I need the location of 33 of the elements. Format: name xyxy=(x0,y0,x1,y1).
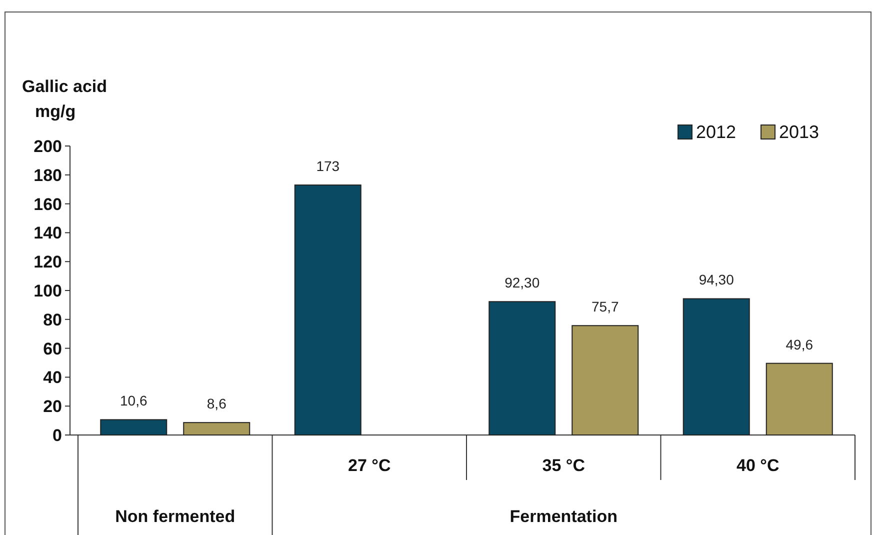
y-tick-label: 120 xyxy=(34,252,62,272)
data-label: 10,6 xyxy=(120,392,148,409)
data-label: 94,30 xyxy=(698,272,734,288)
data-label: 173 xyxy=(316,158,340,174)
bar xyxy=(572,325,639,436)
y-tick-label: 100 xyxy=(34,281,62,300)
bar xyxy=(766,362,833,436)
data-label: 8,6 xyxy=(206,396,227,412)
y-tick-label: 60 xyxy=(43,339,62,358)
bar xyxy=(100,419,168,436)
y-tick-label: 80 xyxy=(43,310,62,330)
bar xyxy=(183,422,250,436)
legend-label: 2013 xyxy=(779,122,820,142)
bar xyxy=(294,184,362,436)
y-tick-label: 200 xyxy=(34,136,62,156)
y-tick-label: 40 xyxy=(43,368,62,388)
x-tick-label: 27 °C xyxy=(348,456,391,475)
y-tick-label: 140 xyxy=(34,224,62,243)
data-label: 49,6 xyxy=(786,336,814,352)
text: Non fermented xyxy=(115,507,236,526)
data-label: 92,30 xyxy=(504,274,540,291)
x-tick-label: 35 °C xyxy=(542,456,585,475)
bar xyxy=(682,298,750,436)
x-tick-label: 40 °C xyxy=(736,456,780,475)
y-tick-label: 0 xyxy=(52,426,62,445)
y-tick-label: 160 xyxy=(34,194,62,214)
data-label: 75,7 xyxy=(592,298,619,315)
y-tick-label: 20 xyxy=(43,397,62,416)
legend-label: 2012 xyxy=(696,122,736,142)
y-tick-label: 180 xyxy=(34,166,62,185)
y-axis-title: Gallic acid mg/g xyxy=(22,77,108,121)
text: Fermentation xyxy=(510,507,618,526)
bar xyxy=(488,301,556,436)
